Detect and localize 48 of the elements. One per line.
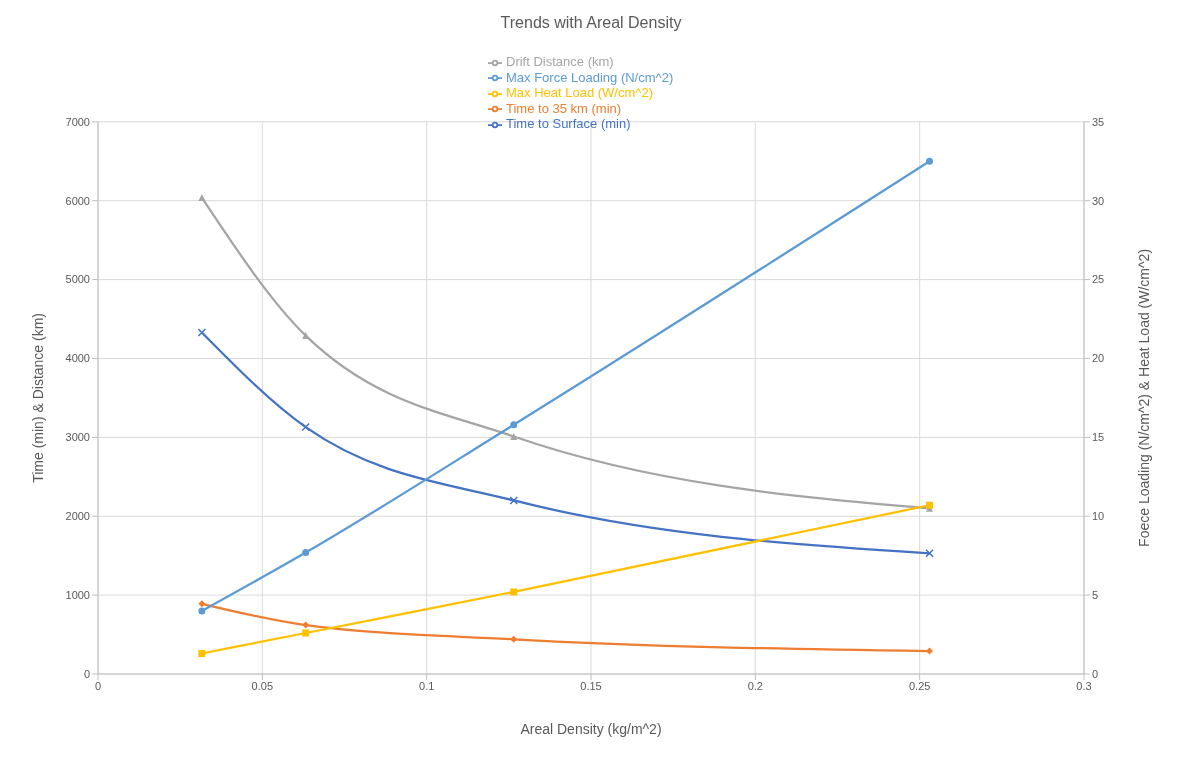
point	[510, 635, 518, 643]
point	[926, 647, 934, 655]
legend-label: Time to Surface (min)	[506, 116, 631, 132]
x-tick-label: 0.3	[1076, 679, 1092, 692]
point	[510, 588, 518, 596]
point	[197, 328, 207, 337]
point	[302, 621, 310, 629]
y2-tick-label: 30	[1092, 194, 1105, 207]
x-tick-label: 0.05	[251, 679, 274, 692]
y2-tick-label: 15	[1092, 431, 1105, 444]
point	[301, 422, 310, 432]
y2-axis-title: Foece Loading (N/cm^2) & Heat Load (W/cm^2)	[1135, 248, 1152, 547]
point	[198, 607, 206, 615]
y2-tick-label: 25	[1092, 273, 1105, 286]
legend-label: Max Heat Load (W/cm^2)	[506, 85, 653, 101]
point	[198, 600, 206, 608]
point	[302, 629, 310, 637]
y-tick-label: 0	[83, 667, 90, 680]
y-tick-label: 3000	[65, 431, 90, 444]
point	[198, 194, 206, 202]
x-tick-label: 0.25	[908, 679, 931, 692]
point	[302, 549, 310, 557]
point	[510, 421, 518, 429]
y2-tick-label: 0	[1092, 667, 1099, 680]
point	[198, 649, 206, 657]
y-tick-label: 7000	[65, 115, 90, 128]
y-tick-label: 6000	[65, 194, 90, 207]
point	[926, 157, 934, 165]
y-axis-title: Time (min) & Distance (km)	[29, 312, 46, 483]
y-tick-label: 4000	[65, 352, 90, 365]
point	[509, 496, 519, 505]
x-tick-label: 0.1	[419, 679, 435, 692]
point	[925, 549, 934, 558]
legend-label: Time to 35 km (min)	[506, 100, 622, 116]
y2-tick-label: 10	[1092, 510, 1105, 523]
legend-label: Drift Distance (km)	[506, 54, 614, 69]
y-tick-label: 5000	[65, 273, 90, 286]
y2-tick-label: 20	[1092, 352, 1105, 365]
x-tick-label: 0	[94, 679, 102, 692]
y-tick-label: 1000	[65, 589, 90, 602]
x-tick-label: 0.2	[747, 679, 763, 692]
x-tick-label: 0.15	[580, 679, 602, 692]
y2-tick-label: 5	[1092, 589, 1099, 602]
chart-title: Trends with Areal Density	[499, 13, 683, 33]
x-axis-title: Areal Density (kg/m^2)	[520, 721, 662, 737]
y-tick-label: 2000	[65, 510, 90, 523]
y2-tick-label: 35	[1092, 115, 1105, 128]
legend-label: Max Force Loading (N/cm^2)	[506, 69, 674, 85]
